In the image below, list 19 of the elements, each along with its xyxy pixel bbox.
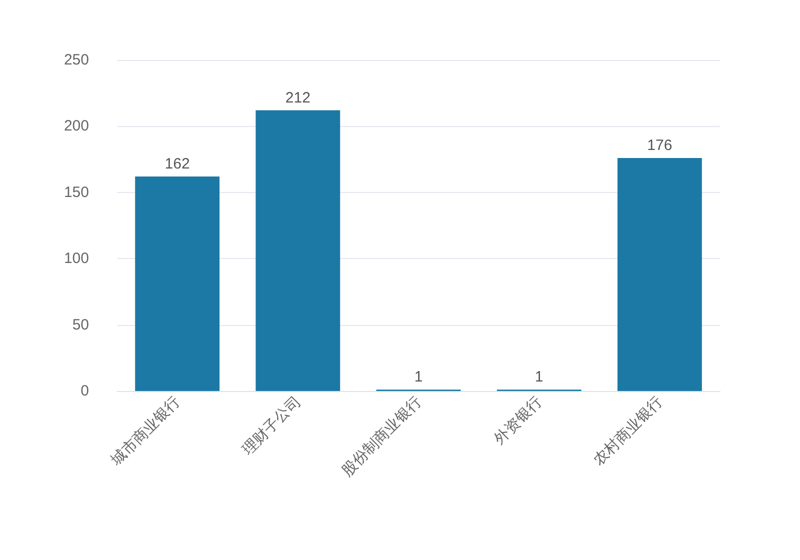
y-tick-label: 50	[72, 316, 89, 334]
data-label: 1	[414, 368, 423, 386]
x-tick-label: 外资银行	[490, 392, 546, 448]
y-tick-label: 150	[64, 184, 89, 201]
bar	[135, 176, 220, 391]
y-tick-label: 250	[64, 52, 89, 68]
bar	[256, 110, 340, 391]
data-label: 1	[534, 368, 544, 386]
y-tick-label: 0	[80, 382, 89, 400]
x-tick-label: 理财子公司	[238, 392, 304, 458]
bar	[617, 158, 702, 391]
y-tick-label: 100	[64, 250, 89, 268]
y-tick-label: 200	[64, 118, 89, 135]
x-tick-label: 农村商业银行	[590, 392, 666, 470]
data-label: 212	[285, 89, 310, 106]
x-tick-label: 城市商业银行	[106, 392, 184, 470]
data-label: 176	[647, 136, 672, 154]
x-tick-label: 股份制商业银行	[338, 392, 425, 480]
data-label: 162	[164, 156, 190, 173]
